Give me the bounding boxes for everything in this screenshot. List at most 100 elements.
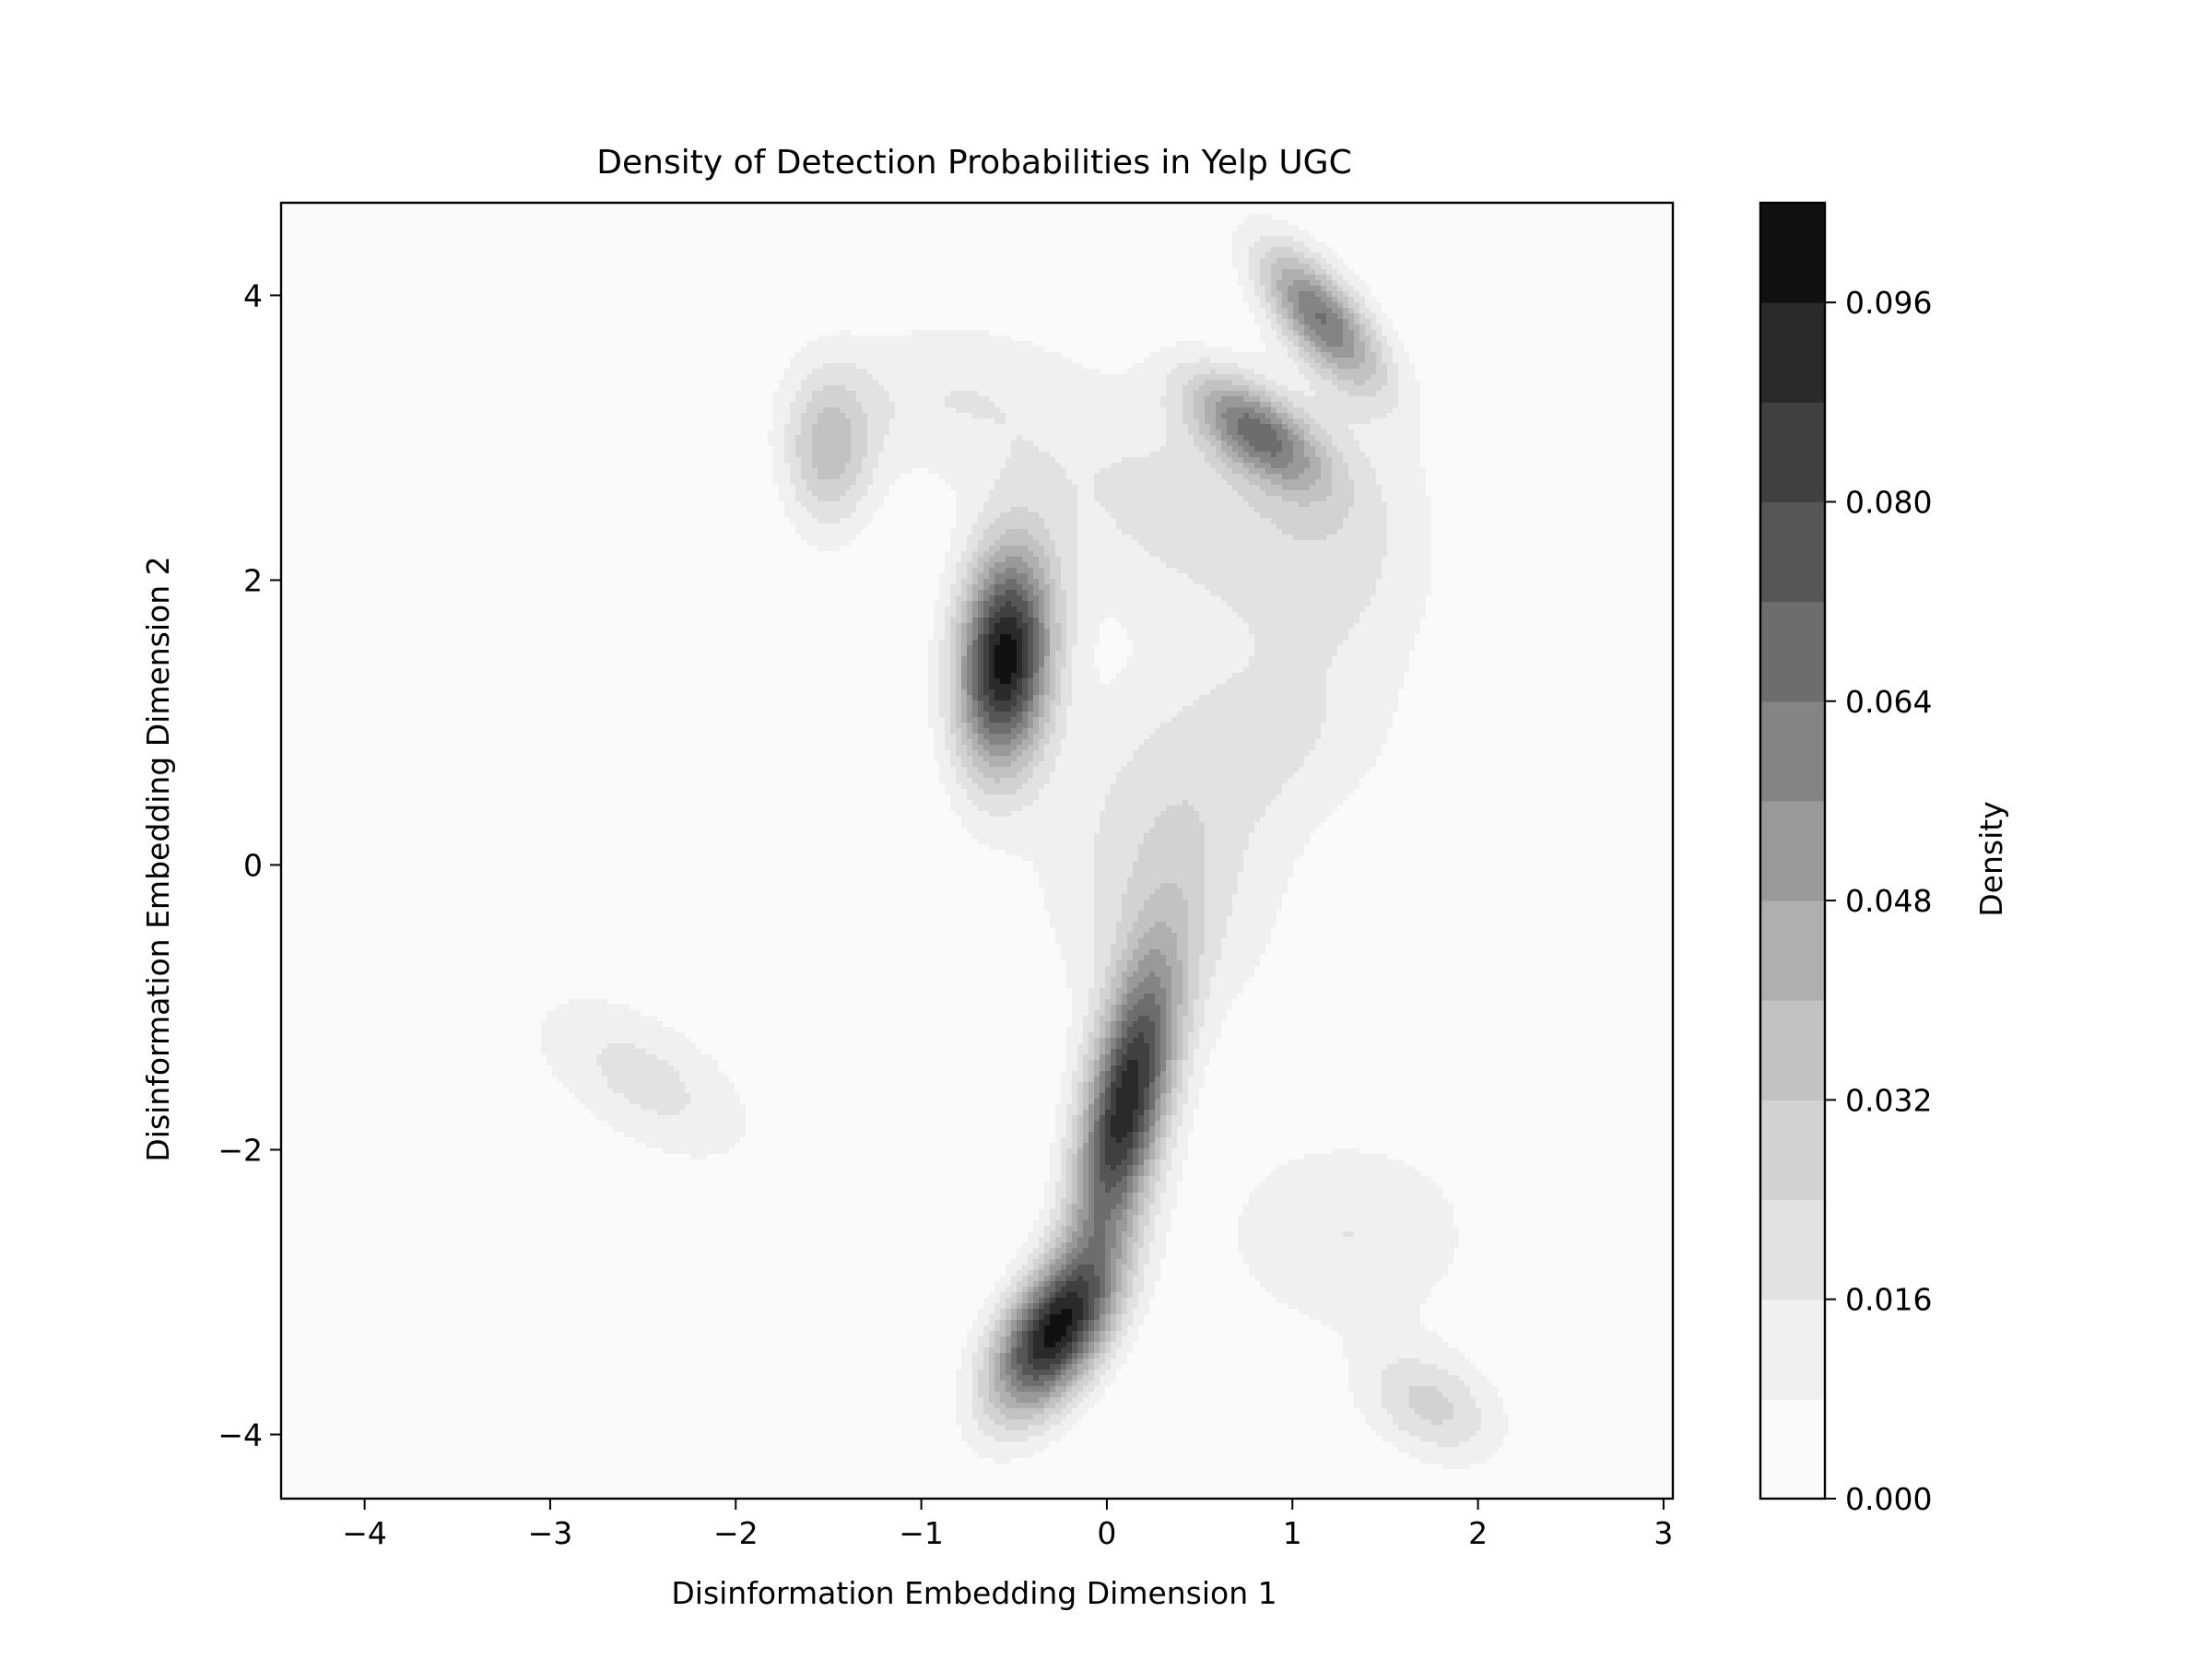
density-cell [790,236,796,242]
density-cell [1393,247,1399,253]
density-cell [923,230,929,237]
density-cell [1592,219,1598,226]
density-cell [381,253,387,259]
density-cell [823,247,830,253]
density-cell [1199,214,1206,220]
density-cell [375,236,382,242]
density-cell [641,219,647,226]
density-cell [602,247,608,253]
density-cell [303,253,310,259]
density-cell [906,208,912,215]
density-cell [873,230,879,237]
density-cell [408,253,415,259]
density-cell [425,225,431,231]
density-cell [1498,214,1504,220]
density-cell [607,247,614,253]
density-cell [1608,208,1615,215]
density-cell [287,253,293,259]
density-cell [1415,219,1421,226]
density-cell [712,225,719,231]
density-cell [873,241,879,248]
density-cell [596,214,603,220]
density-cell [983,253,990,259]
density-cell [889,208,896,215]
density-cell [674,241,680,248]
density-cell [1536,241,1543,248]
density-cell [1426,247,1432,253]
density-cell [812,214,818,220]
density-cell [1083,219,1089,226]
density-cell [1017,236,1023,242]
density-cell [1664,241,1670,248]
density-cell [342,214,348,220]
density-cell [607,230,614,237]
density-cell [1348,230,1355,237]
density-cell [497,214,503,220]
density-cell [862,225,868,231]
density-cell [983,214,990,220]
density-cell [1625,225,1631,231]
density-cell [994,230,1001,237]
density-cell [1514,230,1521,237]
density-cell [950,241,957,248]
density-cell [790,219,796,226]
density-cell [729,253,735,259]
density-cell [624,230,630,237]
density-cell [652,236,658,242]
density-cell [624,214,630,220]
density-cell [972,208,979,215]
density-cell [309,253,315,259]
density-cell [1653,236,1659,242]
density-cell [1166,241,1172,248]
density-cell [1282,230,1288,237]
density-cell [1337,247,1344,253]
density-cell [1232,236,1239,242]
density-cell [790,230,796,237]
density-cell [1404,230,1410,237]
density-cell [989,219,995,226]
density-cell [679,253,686,259]
density-cell [1409,219,1416,226]
density-cell [983,219,990,226]
density-cell [1442,219,1449,226]
density-cell [1437,225,1443,231]
density-cell [386,253,393,259]
density-cell [1116,230,1123,237]
density-cell [425,236,431,242]
density-cell [1254,208,1261,215]
density-cell [519,253,525,259]
density-cell [641,230,647,237]
density-cell [978,236,984,242]
density-cell [347,225,354,231]
density-cell [1304,225,1311,231]
density-cell [950,253,957,259]
density-cell [1326,230,1333,237]
density-cell [878,253,885,259]
density-cell [906,219,912,226]
density-cell [602,214,608,220]
density-cell [381,214,387,220]
density-cell [829,253,835,259]
density-cell [1144,247,1150,253]
density-cell [602,208,608,215]
density-cell [508,253,514,259]
density-cell [1431,241,1438,248]
density-cell [618,230,625,237]
density-cell [668,247,675,253]
density-cell [1039,247,1045,253]
density-cell [1547,230,1554,237]
density-cell [1459,208,1465,215]
density-cell [1404,241,1410,248]
density-cell [1310,236,1316,242]
density-cell [347,241,354,248]
density-cell [635,219,641,226]
density-cell [690,214,697,220]
density-cell [1371,219,1377,226]
density-cell [1022,241,1029,248]
density-cell [1476,219,1482,226]
density-cell [1249,247,1255,253]
density-cell [983,241,990,248]
density-cell [923,214,929,220]
density-cell [408,225,415,231]
density-cell [486,214,492,220]
